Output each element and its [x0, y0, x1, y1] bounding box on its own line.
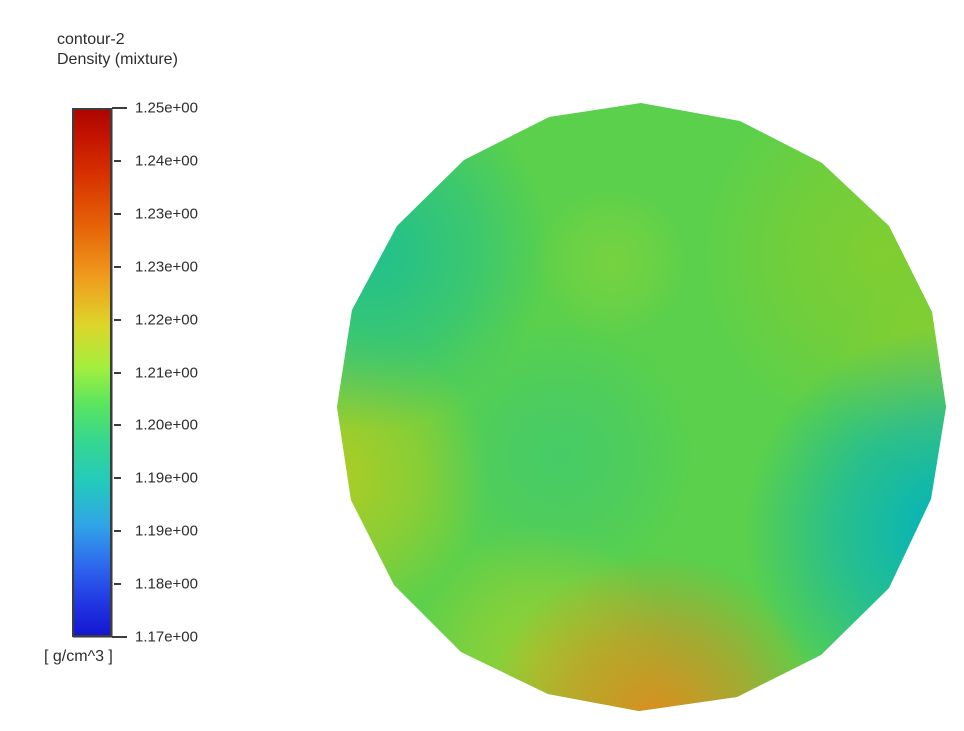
colorbar-ticks: 1.25e+00 1.24e+00 1.23e+00 1.23e+00 1.22e+00…: [112, 100, 232, 646]
colorbar-tick-label: 1.19e+00: [135, 522, 198, 540]
density-region-bottom-orange: [488, 554, 824, 711]
colorbar-tick-mark: [114, 212, 121, 215]
colorbar-tick-label: 1.23e+00: [135, 258, 198, 276]
colorbar-tick-label: 1.20e+00: [135, 416, 198, 434]
colorbar: [72, 108, 112, 637]
contour-name-label: contour-2: [57, 31, 125, 48]
colorbar-tick-mark: [114, 371, 121, 374]
colorbar-tick-mark: [112, 636, 127, 638]
density-region-olive-smudge: [534, 184, 690, 340]
colorbar-tick-mark: [114, 477, 121, 480]
colorbar-tick-label: 1.21e+00: [135, 364, 198, 381]
density-region-top-right-yellowgreen: [695, 103, 946, 445]
colorbar-tick-mark: [114, 583, 121, 586]
colorbar-tick-mark: [114, 530, 121, 533]
density-region-center-teal-dip: [423, 320, 693, 590]
colorbar-tick-label: 1.22e+00: [135, 311, 198, 329]
colorbar-tick-label: 1.23e+00: [135, 205, 198, 223]
unit-label: [ g/cm^3 ]: [44, 648, 113, 665]
colorbar-tick-label: 1.24e+00: [135, 152, 198, 170]
colorbar-gradient: [72, 108, 112, 637]
colorbar-tick-mark: [114, 318, 121, 321]
colorbar-tick-label: 1.25e+00: [135, 99, 198, 117]
colorbar-tick-label: 1.19e+00: [135, 469, 198, 487]
colorbar-tick-mark: [114, 265, 121, 268]
density-region-upper-left-teal: [337, 103, 550, 430]
legend-title: contour-2 Density (mixture): [57, 30, 178, 70]
colorbar-tick-mark: [114, 159, 121, 162]
colorbar-tick-mark: [112, 107, 127, 109]
colorbar-tick-mark: [114, 424, 121, 427]
colorbar-tick-label: 1.17e+00: [135, 628, 198, 646]
field-variable-label: Density (mixture): [57, 51, 178, 68]
colorbar-tick-label: 1.18e+00: [135, 575, 198, 593]
